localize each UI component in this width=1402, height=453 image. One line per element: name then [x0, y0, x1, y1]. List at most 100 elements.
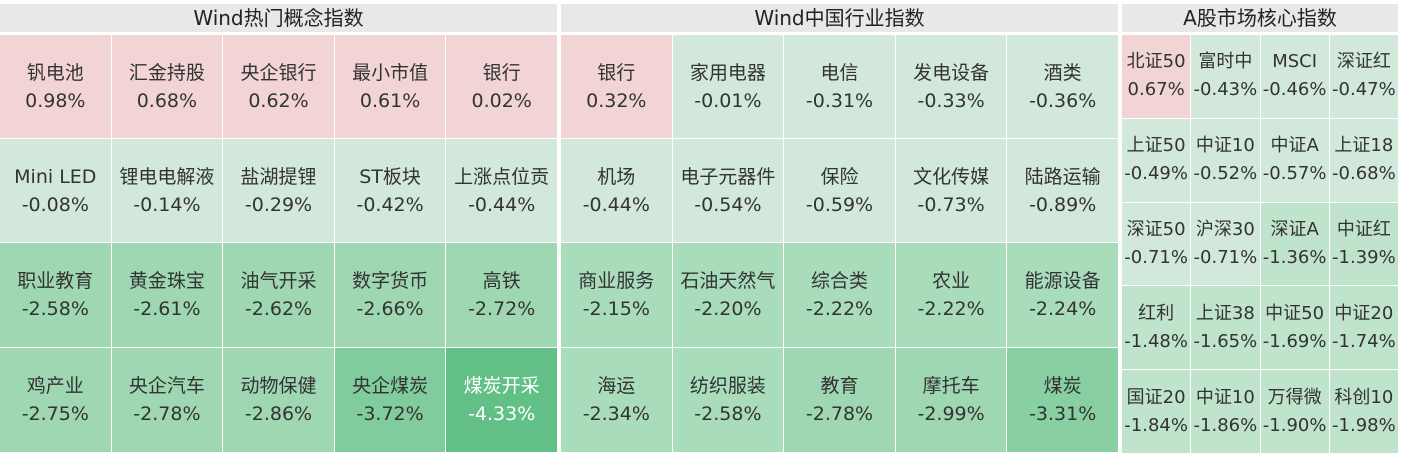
heatmap-tile[interactable]: 深证红 -0.47%	[1329, 35, 1398, 118]
tile-name: 中证10	[1195, 386, 1255, 408]
heatmap-tile[interactable]: 陆路运输 -0.89%	[1007, 139, 1118, 242]
heatmap-tile[interactable]: 中证A -0.57%	[1260, 118, 1329, 202]
heatmap-tile[interactable]: 家用电器 -0.01%	[672, 35, 784, 138]
heatmap-tile[interactable]: 动物保健 -2.86%	[223, 348, 334, 452]
heatmap-tile[interactable]: 中证10 -0.52%	[1191, 118, 1260, 202]
heatmap-tile[interactable]: 北证50 0.67%	[1122, 35, 1191, 118]
tile-name: 电子元器件	[680, 165, 776, 188]
tile-name: 富时中	[1198, 51, 1253, 73]
heatmap-tile[interactable]: MSCI -0.46%	[1260, 35, 1329, 118]
tile-change: -0.01%	[694, 89, 762, 112]
heatmap-tile[interactable]: 中证20 -1.74%	[1329, 286, 1398, 370]
tile-change: -0.73%	[917, 193, 985, 216]
heatmap-tile[interactable]: 锂电电解液 -0.14%	[111, 139, 223, 242]
heatmap-tile[interactable]: 银行 0.32%	[561, 35, 672, 138]
tile-change: -1.74%	[1332, 330, 1396, 352]
heatmap-tile[interactable]: 纺织服装 -2.58%	[672, 348, 784, 452]
heatmap-tile[interactable]: 央企煤炭 -3.72%	[334, 348, 446, 452]
heatmap-tile[interactable]: 能源设备 -2.24%	[1007, 243, 1118, 347]
tile-name: 央企汽车	[128, 375, 205, 397]
heatmap-tile[interactable]: 文化传媒 -0.73%	[895, 139, 1007, 242]
heatmap-tile[interactable]: 海运 -2.34%	[561, 348, 672, 452]
heatmap-tile[interactable]: 鸡产业 -2.75%	[0, 348, 111, 452]
tile-change: -0.46%	[1262, 79, 1327, 101]
heatmap-tile[interactable]: 科创10 -1.98%	[1329, 370, 1398, 453]
tile-change: -2.66%	[356, 298, 424, 320]
heatmap-tile[interactable]: 万得微 -1.90%	[1260, 370, 1329, 453]
tile-name: 国证20	[1126, 386, 1186, 408]
heatmap-tile[interactable]: 汇金持股 0.68%	[111, 35, 223, 138]
tile-name: 农业	[932, 270, 971, 292]
heatmap-tile[interactable]: 国证20 -1.84%	[1122, 370, 1191, 453]
heatmap-tile[interactable]: 红利 -1.48%	[1122, 286, 1191, 370]
tile-name: 黄金珠宝	[128, 270, 205, 292]
panel-wind-industry: Wind中国行业指数 银行 0.32% 家用电器 -0.01% 电信 -0.31% 发电设备…	[561, 0, 1118, 453]
heatmap-tile[interactable]: 石油天然气 -2.20%	[672, 243, 784, 347]
tile-change: -0.52%	[1193, 163, 1258, 185]
heatmap-tile[interactable]: 酒类 -0.36%	[1007, 35, 1118, 138]
heatmap-tile[interactable]: 上涨点位贡 -0.44%	[446, 139, 557, 242]
heatmap-tile[interactable]: 电子元器件 -0.54%	[672, 139, 784, 242]
tile-name: 保险	[820, 165, 859, 188]
heatmap-tile[interactable]: 高铁 -2.72%	[446, 243, 557, 347]
heatmap-tile[interactable]: 上证18 -0.68%	[1329, 118, 1398, 202]
heatmap-tile[interactable]: 黄金珠宝 -2.61%	[111, 243, 223, 347]
heatmap-tile[interactable]: 油气开采 -2.62%	[223, 243, 334, 347]
tile-name: 商业服务	[578, 270, 655, 292]
heatmap-tile[interactable]: 深证A -1.36%	[1260, 202, 1329, 286]
heatmap-tile[interactable]: 保险 -0.59%	[784, 139, 895, 242]
heatmap-tile[interactable]: 盐湖提锂 -0.29%	[223, 139, 334, 242]
tile-name: 能源设备	[1024, 270, 1101, 292]
tile-name: 银行	[482, 61, 521, 84]
tile-name: 油气开采	[240, 270, 317, 292]
heatmap-tile[interactable]: 富时中 -0.43%	[1191, 35, 1260, 118]
tile-name: 动物保健	[240, 375, 317, 397]
heatmap-tile[interactable]: 中证50 -1.69%	[1260, 286, 1329, 370]
heatmap-tile[interactable]: 机场 -0.44%	[561, 139, 672, 242]
heatmap-tile[interactable]: 上证50 -0.49%	[1122, 118, 1191, 202]
heatmap-tile[interactable]: 摩托车 -2.99%	[895, 348, 1007, 452]
tile-name: 摩托车	[922, 375, 980, 397]
tile-name: 红利	[1138, 302, 1175, 324]
tile-change: -0.89%	[1029, 193, 1097, 216]
heatmap-tile[interactable]: 综合类 -2.22%	[784, 243, 895, 347]
heatmap-tile[interactable]: ST板块 -0.42%	[334, 139, 446, 242]
heatmap-tile[interactable]: 央企银行 0.62%	[223, 35, 334, 138]
concept-grid: 钒电池 0.98% 汇金持股 0.68% 央企银行 0.62% 最小市值 0.61% 银行 0.0…	[0, 35, 557, 453]
tile-name: 银行	[597, 61, 636, 84]
heatmap-tile[interactable]: 沪深30 -0.71%	[1191, 202, 1260, 286]
tile-name: 煤炭	[1043, 375, 1082, 397]
tile-name: 北证50	[1126, 51, 1186, 73]
heatmap-tile[interactable]: 数字货币 -2.66%	[334, 243, 446, 347]
heatmap-tile[interactable]: 央企汽车 -2.78%	[111, 348, 223, 452]
tile-name: 最小市值	[352, 61, 429, 84]
tile-change: -3.31%	[1029, 403, 1097, 425]
heatmap-tile[interactable]: 钒电池 0.98%	[0, 35, 111, 138]
heatmap-tile[interactable]: 教育 -2.78%	[784, 348, 895, 452]
heatmap-tile[interactable]: 职业教育 -2.58%	[0, 243, 111, 347]
tile-change: -2.22%	[917, 298, 985, 320]
heatmap-tile[interactable]: Mini LED -0.08%	[0, 139, 111, 242]
heatmap-tile[interactable]: 农业 -2.22%	[895, 243, 1007, 347]
tile-name: 家用电器	[689, 61, 766, 84]
tile-change: -0.44%	[582, 193, 650, 216]
heatmap-tile[interactable]: 煤炭 -3.31%	[1007, 348, 1118, 452]
panel-title: Wind热门概念指数	[0, 4, 557, 32]
tile-name: 中证10	[1195, 135, 1255, 157]
heatmap-tile[interactable]: 发电设备 -0.33%	[895, 35, 1007, 138]
heatmap-tile[interactable]: 中证10 -1.86%	[1191, 370, 1260, 453]
heatmap-tile[interactable]: 深证50 -0.71%	[1122, 202, 1191, 286]
tile-change: -2.78%	[133, 403, 201, 425]
heatmap-tile[interactable]: 中证红 -1.39%	[1329, 202, 1398, 286]
heatmap-tile[interactable]: 商业服务 -2.15%	[561, 243, 672, 347]
tile-change: -2.58%	[21, 298, 89, 320]
heatmap-tile[interactable]: 电信 -0.31%	[784, 35, 895, 138]
tile-change: -0.33%	[917, 89, 985, 112]
heatmap-tile[interactable]: 煤炭开采 -4.33%	[446, 348, 557, 452]
tile-change: -0.44%	[468, 193, 536, 216]
heatmap-tile[interactable]: 上证38 -1.65%	[1191, 286, 1260, 370]
tile-name: 锂电电解液	[119, 165, 215, 188]
heatmap-tile[interactable]: 最小市值 0.61%	[334, 35, 446, 138]
heatmap-tile[interactable]: 银行 0.02%	[446, 35, 557, 138]
